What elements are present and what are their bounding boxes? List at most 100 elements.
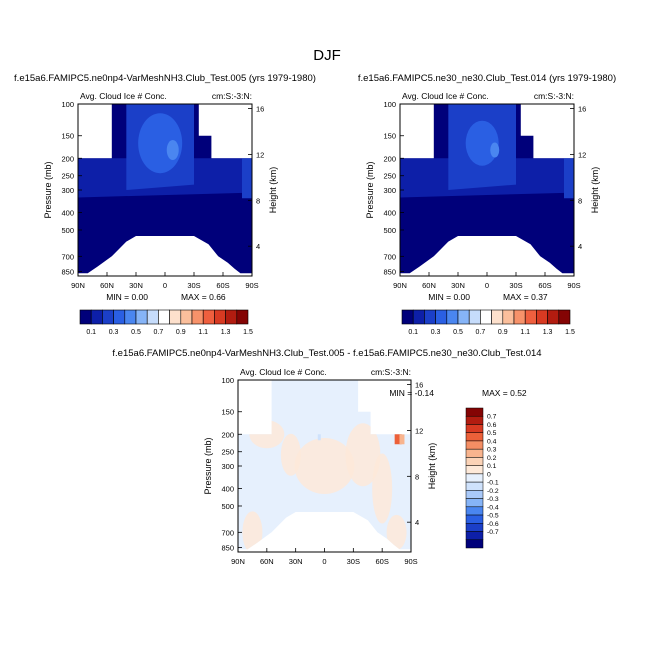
panel-left-label: Avg. Cloud Ice # Conc. <box>402 91 489 101</box>
field-anomaly <box>249 420 285 449</box>
yr-tick-label: 12 <box>578 150 586 159</box>
panel-field <box>400 104 574 274</box>
colorbar-box <box>79 309 92 325</box>
y-tick-label: 400 <box>61 209 74 218</box>
colorbar-box <box>558 309 571 325</box>
colorbar-box <box>465 531 484 541</box>
colorbar-box <box>146 309 159 325</box>
colorbar-box <box>513 309 526 325</box>
yr-tick-label: 8 <box>578 196 582 205</box>
y-axis-label: Pressure (mb) <box>203 437 213 494</box>
x-tick-label: 60N <box>422 281 436 290</box>
colorbar-label: -0.7 <box>487 529 499 536</box>
colorbar-label: 0.5 <box>453 329 463 336</box>
y-tick-label: 300 <box>383 186 396 195</box>
panel-right-label: cm:S:-3:N: <box>534 91 574 101</box>
colorbar-box <box>480 309 492 325</box>
colorbar-label: 0.3 <box>487 447 497 454</box>
colorbar-box <box>465 448 484 458</box>
x-tick-label: 90S <box>404 557 417 566</box>
colorbar-box <box>124 309 137 325</box>
colorbar-label: -0.6 <box>487 521 499 528</box>
y-tick-label: 500 <box>383 226 396 235</box>
y-tick-label: 200 <box>61 154 74 163</box>
panel-title: f.e15a6.FAMIPC5.ne0np4-VarMeshNH3.Club_T… <box>112 348 541 359</box>
x-tick-label: 30S <box>187 281 200 290</box>
colorbar-label: -0.5 <box>487 513 499 520</box>
colorbar-box <box>465 465 484 475</box>
colorbar-box <box>214 309 226 325</box>
field-core <box>490 142 500 158</box>
y-tick-label: 700 <box>221 528 234 537</box>
y-tick-label: 150 <box>383 132 396 141</box>
field-anomaly <box>294 438 355 494</box>
colorbar-box <box>158 309 170 325</box>
colorbar-label: 1.1 <box>520 329 530 336</box>
colorbar-box <box>113 309 126 325</box>
colorbar-label: 0.1 <box>487 463 497 470</box>
y-right-axis-label: Height (km) <box>268 167 278 214</box>
panel-field <box>238 380 411 550</box>
y-axis-label: Pressure (mb) <box>365 161 375 218</box>
x-tick-label: 30N <box>289 557 303 566</box>
y-tick-label: 850 <box>61 268 74 277</box>
colorbar-box <box>401 309 414 325</box>
yr-tick-label: 8 <box>256 196 260 205</box>
colorbar-label: 0.7 <box>487 414 497 421</box>
colorbar-diff: 0.70.60.50.4 0.30.20.10 -0.1-0.2-0.3-0.4 -0… <box>465 407 499 549</box>
colorbar-panel-2: 0.1 0.3 0.5 0.7 0.9 1.1 1.3 1.5 <box>401 309 575 336</box>
colorbar-box <box>491 309 504 325</box>
x-tick-label: 90S <box>567 281 580 290</box>
figure-title: DJF <box>313 47 341 64</box>
panel-right-label: cm:S:-3:N: <box>212 91 252 101</box>
y-tick-label: 250 <box>383 172 396 181</box>
colorbar-label: 0.3 <box>431 329 441 336</box>
colorbar-box <box>465 523 484 532</box>
colorbar-label: 1.3 <box>543 329 553 336</box>
max-label: MAX = 0.52 <box>482 388 527 398</box>
colorbar-label: 0.1 <box>86 329 96 336</box>
colorbar-label: 0.1 <box>408 329 418 336</box>
colorbar-label: 0.5 <box>131 329 141 336</box>
colorbar-box <box>468 309 481 325</box>
y-tick-label: 150 <box>221 408 234 417</box>
yr-tick-label: 4 <box>578 242 582 251</box>
colorbar-box <box>102 309 114 325</box>
colorbar-box <box>180 309 193 325</box>
yr-tick-label: 16 <box>578 105 586 114</box>
yr-tick-label: 12 <box>256 150 264 159</box>
x-tick-label: 0 <box>322 557 326 566</box>
colorbar-label: 0.5 <box>487 430 497 437</box>
colorbar-box <box>465 457 484 466</box>
colorbar-box <box>135 309 148 325</box>
field-anomaly <box>345 423 381 487</box>
y-right-axis-label: Height (km) <box>427 443 437 490</box>
x-tick-label: 30S <box>509 281 522 290</box>
colorbar-box <box>465 506 484 516</box>
x-tick-label: 60S <box>216 281 229 290</box>
colorbar-box <box>169 309 182 325</box>
colorbar-label: -0.2 <box>487 488 499 495</box>
y-tick-label: 850 <box>221 544 234 553</box>
x-tick-label: 30S <box>347 557 360 566</box>
x-tick-label: 60N <box>100 281 114 290</box>
colorbar-box <box>524 309 537 325</box>
x-tick-label: 90N <box>71 281 85 290</box>
colorbar-box <box>465 440 484 450</box>
field-anomaly <box>394 430 402 445</box>
colorbar-label: 0.9 <box>498 329 508 336</box>
y-tick-label: 700 <box>383 252 396 261</box>
y-tick-label: 300 <box>221 462 234 471</box>
panel-left-label: Avg. Cloud Ice # Conc. <box>240 367 327 377</box>
x-tick-label: 60S <box>375 557 388 566</box>
field-core <box>465 120 499 166</box>
min-label: MIN = 0.00 <box>428 292 470 302</box>
colorbar-box <box>465 539 484 549</box>
max-label: MAX = 0.37 <box>503 292 548 302</box>
y-tick-label: 300 <box>61 186 74 195</box>
y-tick-label: 500 <box>221 502 234 511</box>
min-label: MIN = 0.00 <box>106 292 148 302</box>
colorbar-box <box>547 309 560 325</box>
